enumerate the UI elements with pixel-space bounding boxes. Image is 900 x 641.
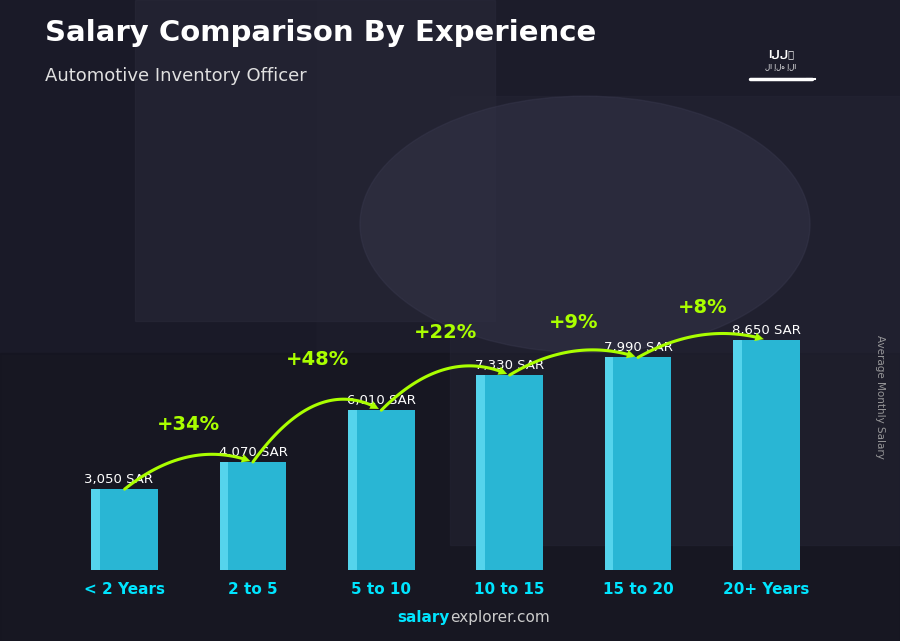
Text: 7,330 SAR: 7,330 SAR — [475, 359, 544, 372]
Bar — [91, 489, 100, 570]
Text: 6,010 SAR: 6,010 SAR — [346, 394, 416, 407]
Bar — [605, 358, 613, 570]
Bar — [733, 340, 800, 570]
Bar — [91, 489, 158, 570]
Bar — [476, 375, 543, 570]
Bar — [135, 0, 495, 320]
Text: 4,070 SAR: 4,070 SAR — [219, 445, 287, 459]
Text: 3,050 SAR: 3,050 SAR — [84, 473, 153, 486]
Text: +48%: +48% — [285, 350, 349, 369]
Text: Automotive Inventory Officer: Automotive Inventory Officer — [45, 67, 307, 85]
Text: Salary Comparison By Experience: Salary Comparison By Experience — [45, 19, 596, 47]
Text: 7,990 SAR: 7,990 SAR — [604, 341, 672, 354]
Text: لا إله إلا: لا إله إلا — [765, 63, 796, 70]
Text: +9%: +9% — [549, 313, 598, 332]
Text: explorer.com: explorer.com — [450, 610, 550, 625]
Text: +22%: +22% — [414, 322, 477, 342]
Bar — [220, 462, 286, 570]
Text: +8%: +8% — [678, 298, 727, 317]
Text: Average Monthly Salary: Average Monthly Salary — [875, 335, 886, 460]
Text: salary: salary — [398, 610, 450, 625]
Bar — [605, 358, 671, 570]
Ellipse shape — [360, 96, 810, 353]
Bar — [450, 96, 900, 545]
Bar — [220, 462, 229, 570]
Text: اللہ: اللہ — [768, 49, 794, 60]
Text: +34%: +34% — [158, 415, 220, 434]
Bar — [0, 0, 315, 353]
Bar — [348, 410, 356, 570]
Bar — [733, 340, 742, 570]
Bar — [348, 410, 415, 570]
Bar — [476, 375, 485, 570]
Bar — [0, 353, 900, 641]
Text: 8,650 SAR: 8,650 SAR — [732, 324, 801, 337]
